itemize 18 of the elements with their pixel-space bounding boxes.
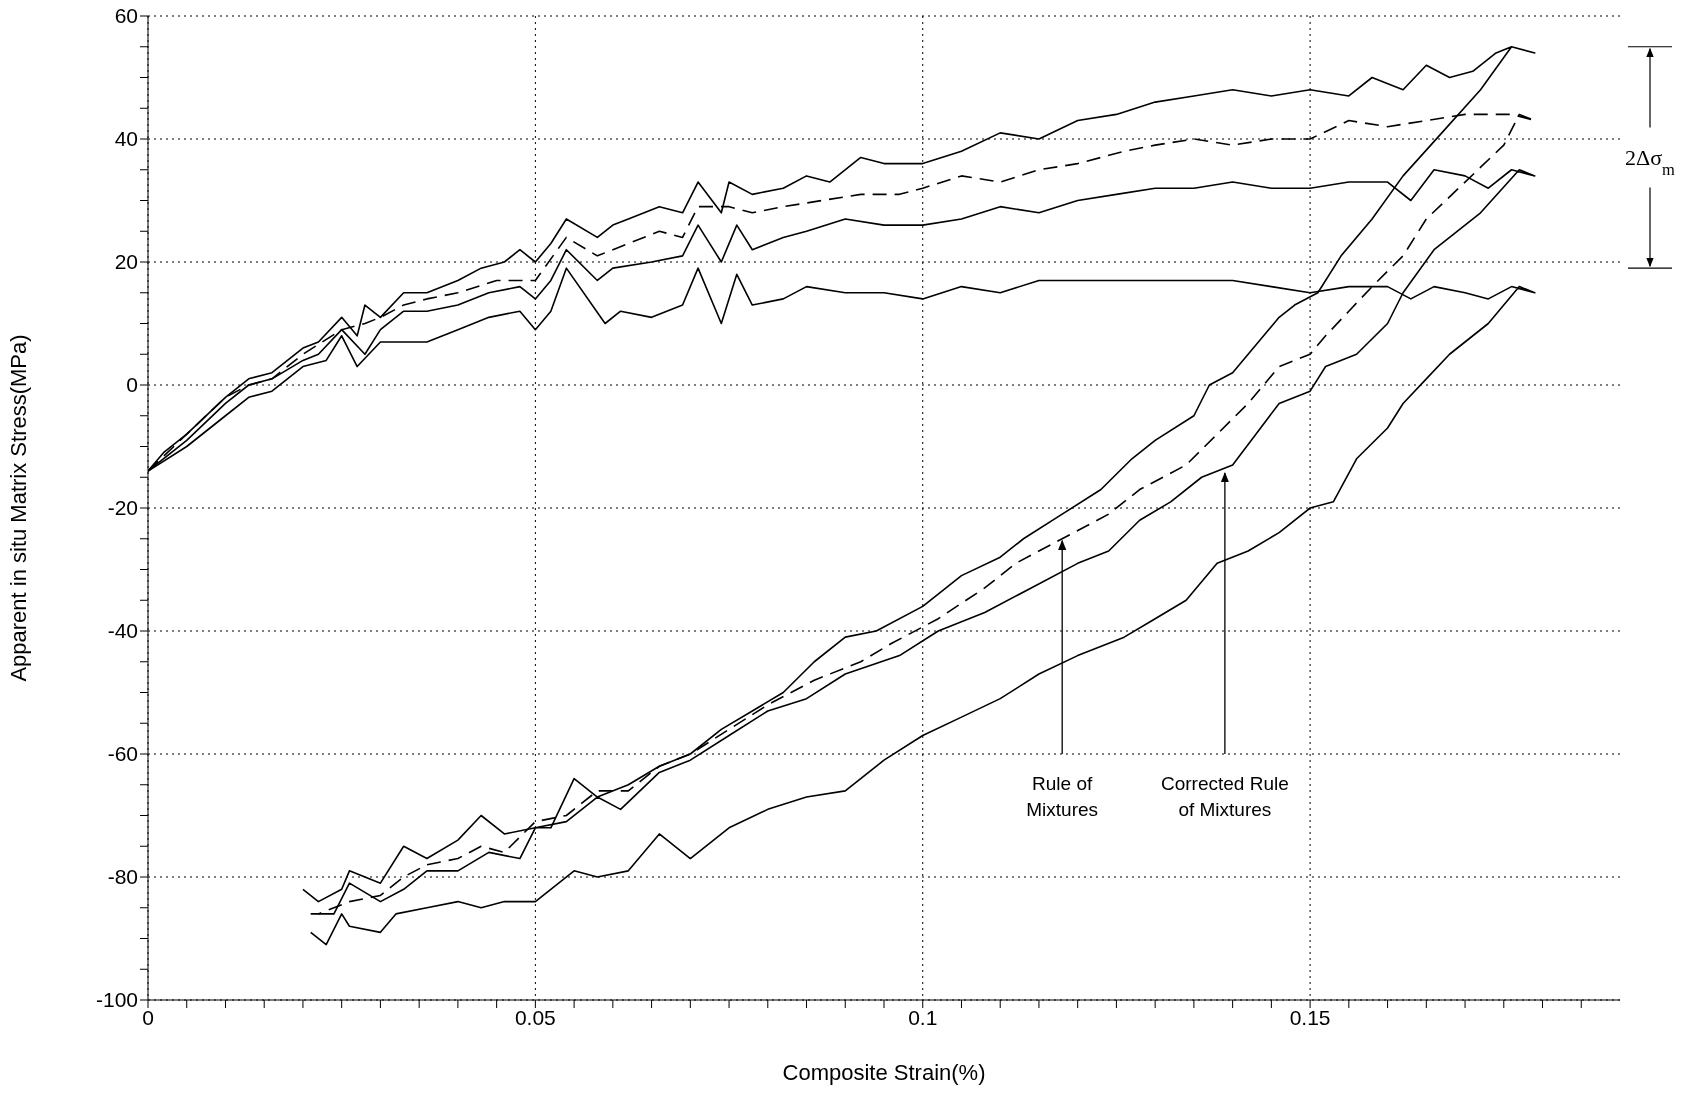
x-tick-label: 0.15 xyxy=(1289,1005,1331,1029)
x-tick-label: 0.05 xyxy=(514,1005,556,1029)
y-tick-label: 60 xyxy=(114,4,138,28)
y-tick-label: 40 xyxy=(114,127,138,151)
x-tick-label: 0 xyxy=(142,1005,154,1029)
y-tick-label: -40 xyxy=(107,619,138,643)
y-tick-label: -20 xyxy=(107,496,138,520)
annotation: Corrected Rule of Mixtures xyxy=(1160,773,1289,820)
text: 2Δσ$_{m}$ xyxy=(1625,145,1676,179)
y-axis-title: Apparent in situ Matrix Stress(MPa) xyxy=(5,334,31,682)
x-tick-label: 0.1 xyxy=(908,1005,938,1029)
annotation: Rule of Mixtures xyxy=(1026,773,1099,820)
y-tick-label: 20 xyxy=(114,250,138,274)
y-tick-label: -100 xyxy=(95,988,138,1012)
y-tick-label: -80 xyxy=(107,865,138,889)
y-tick-label: -60 xyxy=(107,742,138,766)
y-tick-label: 0 xyxy=(126,373,138,397)
x-axis-title: Composite Strain(%) xyxy=(782,1060,986,1085)
